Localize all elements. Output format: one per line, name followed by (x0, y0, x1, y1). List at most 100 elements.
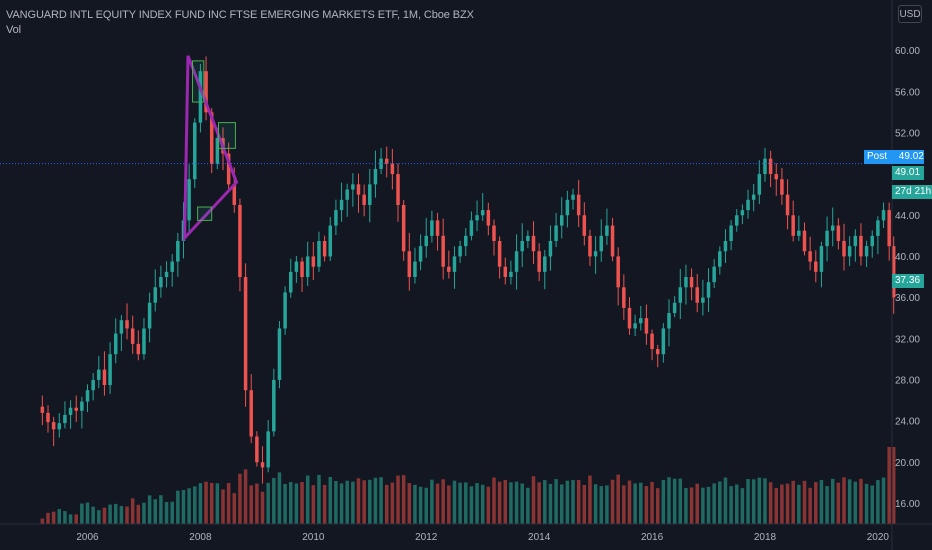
volume-bar (198, 483, 203, 524)
candle-body (509, 271, 513, 277)
candle-body (147, 302, 152, 329)
candle-body (836, 225, 841, 241)
volume-bar (475, 483, 479, 524)
volume-bar (723, 477, 728, 524)
candle-body (266, 431, 270, 468)
candle-body (774, 174, 779, 180)
price-tick-label: 40.00 (895, 252, 920, 263)
candle-body (763, 158, 767, 175)
volume-bar (531, 476, 536, 524)
candle-body (887, 210, 891, 247)
volume-bar (384, 484, 389, 524)
candle-body (187, 179, 191, 221)
volume-bar (870, 485, 874, 524)
candle-body (531, 235, 536, 252)
volume-bar (238, 473, 242, 524)
time-axis[interactable]: 2006 2008 2010 2012 2014 2016 2018 2020 (0, 523, 932, 543)
candle-body (113, 333, 118, 355)
volume-bar (277, 472, 282, 524)
candle-body (610, 225, 615, 257)
volume-bar (706, 486, 711, 524)
candle-body (401, 204, 406, 252)
price-axis[interactable]: 60.0056.0052.0048.0044.0040.0036.0032.00… (891, 0, 920, 550)
candle-body (424, 235, 428, 247)
candle-body (119, 320, 124, 334)
candle-body (582, 215, 587, 236)
candle-body (288, 271, 293, 293)
candle-body (384, 158, 389, 164)
volume-bar (362, 480, 366, 524)
volume-bar (334, 480, 338, 524)
candle-body (526, 235, 530, 241)
candle-body (543, 256, 547, 272)
volume-bar (492, 477, 496, 524)
candle-body (492, 225, 496, 241)
volume-bar (672, 478, 677, 524)
volume-bar (825, 486, 829, 524)
candle-body (475, 215, 479, 221)
volume-bar (565, 480, 570, 524)
currency-badge[interactable]: USD (898, 5, 922, 23)
price-tick-label: 44.00 (895, 211, 920, 222)
candle-body (277, 328, 282, 380)
volume-bar (260, 491, 265, 524)
candle-body (644, 318, 649, 334)
candle-body (639, 318, 643, 324)
symbol-title[interactable]: VANGUARD INTL EQUITY INDEX FUND INC FTSE… (6, 9, 474, 21)
candle-body (870, 235, 874, 247)
candle-body (418, 246, 423, 262)
candle-body (356, 184, 361, 195)
volume-bar (881, 477, 886, 524)
volume-bar (458, 482, 462, 524)
candle-body (701, 297, 705, 303)
candle-body (825, 230, 829, 247)
candle-body (633, 323, 637, 329)
volume-bar (785, 483, 790, 524)
volume-bar (413, 484, 417, 524)
candle-body (469, 220, 474, 236)
volume-bar (328, 476, 333, 524)
candle-body (593, 251, 598, 257)
candle-body (328, 225, 333, 257)
volume-bar (661, 479, 666, 524)
volume-bar (379, 477, 383, 524)
candle-body (249, 390, 253, 437)
volume-bar (891, 447, 896, 524)
candle-body (396, 174, 400, 205)
volume-bar (526, 487, 530, 524)
candle-body (497, 240, 502, 267)
candle-body (362, 194, 366, 205)
volume-bar (255, 483, 259, 524)
candle-body (571, 194, 575, 200)
volume-bar (554, 479, 558, 524)
candle-body (164, 271, 169, 277)
volume-bar (125, 506, 129, 524)
candle-body (791, 215, 795, 236)
candle-body (272, 379, 276, 432)
volume-bar (486, 486, 491, 524)
volume-indicator-label[interactable]: Vol (6, 24, 21, 36)
candle-body (830, 225, 835, 231)
candle-body (339, 199, 344, 211)
volume-bar (593, 484, 598, 524)
volume-bar (780, 484, 784, 524)
volume-bar (40, 518, 45, 524)
volume-bar (283, 483, 287, 524)
drawing-layer[interactable] (183, 55, 239, 242)
candle-body (57, 423, 62, 430)
candle-body (91, 379, 95, 391)
volume-bar (548, 483, 553, 524)
volume-bar (401, 475, 406, 524)
volume-bar (480, 484, 485, 524)
volume-bar (136, 504, 141, 524)
candle-body (334, 210, 338, 226)
volume-bar (588, 475, 592, 524)
volume-bar (814, 482, 818, 524)
candle-body (215, 138, 220, 164)
candle-body (537, 251, 541, 272)
volume-bar (159, 495, 163, 524)
volume-bar (153, 499, 158, 524)
volume-bar (622, 485, 626, 524)
time-tick-label: 2010 (302, 532, 325, 543)
